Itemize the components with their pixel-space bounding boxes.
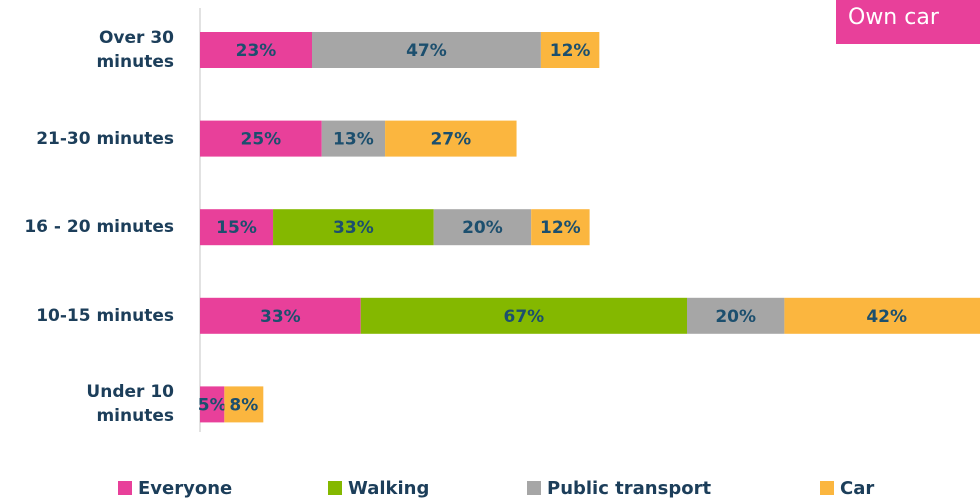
bar-segment xyxy=(200,32,313,68)
bar-segment xyxy=(385,120,517,157)
value-label: 20% xyxy=(715,307,756,327)
legend-swatch xyxy=(820,481,834,495)
value-label: 13% xyxy=(333,130,374,150)
value-label: 20% xyxy=(462,218,503,238)
legend-label: Public transport xyxy=(547,478,711,499)
category-label: Under 10 minutes xyxy=(86,382,174,427)
value-label: 15% xyxy=(216,218,257,238)
bar-segment xyxy=(273,209,434,246)
bar-segment xyxy=(784,297,980,334)
annotation-box xyxy=(836,0,980,44)
value-label: 12% xyxy=(550,41,591,61)
value-label: 27% xyxy=(430,130,471,150)
bar-segment xyxy=(360,297,687,334)
annotation: Own car xyxy=(848,5,940,30)
bar-segment xyxy=(687,297,785,334)
value-label: 47% xyxy=(406,41,447,61)
bar-segment xyxy=(200,297,361,334)
value-label: 25% xyxy=(241,130,282,150)
category-label: Over 30 minutes xyxy=(96,28,174,72)
value-label: 33% xyxy=(260,307,301,327)
value-label: 42% xyxy=(866,307,907,327)
value-label: 67% xyxy=(504,307,545,327)
bar-segment xyxy=(200,120,322,157)
legend-swatch xyxy=(527,481,541,495)
bar-segment xyxy=(312,32,541,68)
bar-segment xyxy=(433,209,532,246)
legend-swatch xyxy=(118,481,132,495)
bar-segment xyxy=(200,386,225,423)
bar-segment xyxy=(531,209,590,246)
legend-label: Walking xyxy=(348,478,429,499)
legend-swatch xyxy=(328,481,342,495)
bar-segment xyxy=(224,386,264,423)
legend-label: Car xyxy=(840,478,874,499)
legend-label: Everyone xyxy=(138,478,232,499)
value-label: 33% xyxy=(333,218,374,238)
category-label: 16 - 20 minutes xyxy=(24,217,174,238)
bar-segment xyxy=(540,32,600,68)
value-label: 5% xyxy=(198,395,227,415)
value-label: 8% xyxy=(229,395,258,415)
bar-segment xyxy=(321,120,386,157)
value-label: 23% xyxy=(236,41,277,61)
bar-segment xyxy=(200,209,274,246)
category-label: 10-15 minutes xyxy=(36,305,174,326)
value-label: 12% xyxy=(540,218,581,238)
category-label: 21-30 minutes xyxy=(36,128,174,149)
